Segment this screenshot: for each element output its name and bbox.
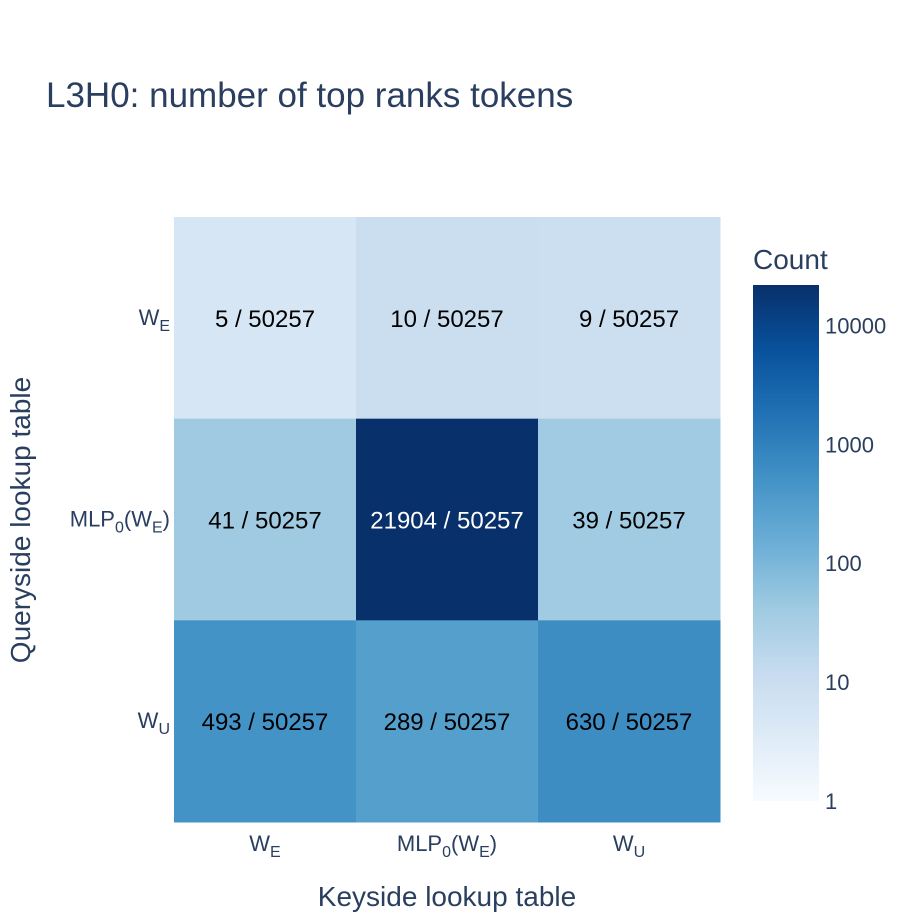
cell-label: 10 / 50257 [390,306,503,333]
y-tick-label: WU [138,708,170,738]
cell-label: 21904 / 50257 [370,508,523,535]
x-axis-title: Keyside lookup table [318,881,576,912]
colorbar-gradient [753,285,819,801]
heatmap-cell [174,620,357,823]
y-axis-ticks: WE MLP0(WE) WU [70,305,170,738]
cell-label: 9 / 50257 [579,306,679,333]
cell-label: 41 / 50257 [208,508,321,535]
cell-label: 39 / 50257 [572,508,685,535]
heatmap-cell-labels: 5 / 50257 10 / 50257 9 / 50257 41 / 50257 21… [202,306,693,736]
colorbar-tick-label: 1000 [825,432,874,457]
heatmap-cell [538,217,721,420]
cell-label: 493 / 50257 [202,709,329,736]
heatmap-cell [174,418,357,621]
heatmap-cell [174,217,357,420]
chart-title: L3H0: number of top ranks tokens [46,76,574,115]
colorbar-tick-label: 1 [825,789,837,814]
cell-label: 630 / 50257 [566,709,693,736]
y-axis-title: Queryside lookup table [5,377,36,663]
cell-label: 5 / 50257 [215,306,315,333]
y-tick-label: WE [139,305,170,335]
colorbar-tick-label: 10000 [825,313,886,338]
colorbar-title: Count [753,244,828,275]
y-tick-label: MLP0(WE) [70,507,170,537]
x-tick-label: WU [613,831,645,861]
heatmap-cell [356,217,539,420]
heatmap-cell [356,418,539,621]
cell-label: 289 / 50257 [384,709,511,736]
heatmap-cells [174,217,721,823]
colorbar-tick-label: 10 [825,670,849,695]
heatmap-cell [538,620,721,823]
heatmap-cell [356,620,539,823]
heatmap-cell [538,418,721,621]
colorbar: Count 1 10 100 1000 10000 [753,244,886,814]
x-tick-label: WE [249,831,280,861]
x-axis-ticks: WE MLP0(WE) WU [249,831,645,861]
x-tick-label: MLP0(WE) [397,831,497,861]
colorbar-tick-label: 100 [825,551,862,576]
colorbar-ticks: 1 10 100 1000 10000 [825,313,886,814]
